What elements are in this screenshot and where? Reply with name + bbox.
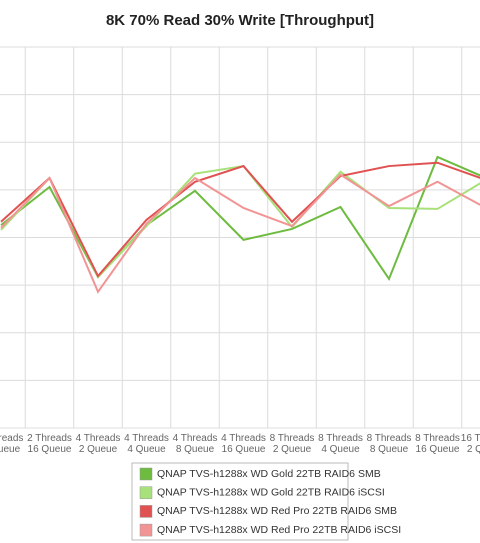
legend-swatch (139, 523, 153, 537)
legend-swatch (139, 505, 153, 518)
x-tick-label-line: 4 Threads (124, 433, 169, 444)
legend-label: QNAP TVS-h1288x WD Red Pro 22TB RAID6 SM… (157, 505, 397, 517)
x-tick-label-line: 4 Threads (173, 433, 218, 444)
legend-swatch (139, 467, 153, 481)
x-tick-label: 8 Threads 8 Queue (367, 433, 412, 455)
x-tick-label-line: 16 Queue (222, 444, 266, 455)
x-tick-label-line: 8 Threads (415, 433, 460, 444)
x-tick-label-line: 8 Queue (176, 444, 215, 455)
x-tick-label-line: 16 Threads (461, 433, 480, 444)
x-tick-label: 8 Threads 2 Queue (270, 433, 315, 455)
legend-label: QNAP TVS-h1288x WD Gold 22TB RAID6 iSCSI (157, 486, 385, 498)
chart-title: 8K 70% Read 30% Write [Throughput] (106, 12, 374, 29)
x-tick-label: 8 Threads 4 Queue (318, 433, 363, 455)
x-tick-label: 4 Threads 4 Queue (124, 433, 169, 455)
x-tick-label-line: 16 Queue (416, 444, 460, 455)
legend-box (131, 462, 349, 541)
x-tick-label-line: 8 Threads (367, 433, 412, 444)
series-line (0, 164, 480, 279)
legend-label: QNAP TVS-h1288x WD Red Pro 22TB RAID6 iS… (157, 524, 401, 536)
x-tick-label: 8 Threads 16 Queue (415, 433, 460, 455)
x-tick-label-line: 8 Threads (270, 433, 315, 444)
series-line (0, 173, 480, 294)
x-tick-label-line: 4 Queue (127, 444, 166, 455)
x-tick-label-line: 2 Queue (273, 444, 312, 455)
x-tick-label-line: 8 Queue (0, 444, 21, 455)
x-tick-label-line: 4 Threads (76, 433, 121, 444)
x-tick-label-line: 4 Threads (221, 433, 266, 444)
x-tick-label: 4 Threads 2 Queue (76, 433, 121, 455)
series-line (0, 155, 480, 282)
x-tick-label-line: 2 Queue (467, 444, 480, 455)
x-tick-label: 4 Threads 16 Queue (221, 433, 266, 455)
series-line (0, 161, 480, 278)
x-tick-label-line: 16 Queue (28, 444, 72, 455)
x-tick-label: 2 Threads 16 Queue (27, 433, 72, 455)
x-tick-label-line: 4 Queue (321, 444, 360, 455)
legend-label: QNAP TVS-h1288x WD Gold 22TB RAID6 SMB (157, 468, 381, 480)
x-tick-label: 4 Threads 8 Queue (173, 433, 218, 455)
x-tick-label-line: 2 Queue (79, 444, 118, 455)
x-tick-label-line: 8 Queue (370, 444, 409, 455)
x-tick-label-line: 2 Threads (27, 433, 72, 444)
x-tick-label-line: 8 Threads (318, 433, 363, 444)
x-tick-label-line: 2 Threads (0, 433, 23, 444)
legend-swatch (139, 486, 153, 499)
